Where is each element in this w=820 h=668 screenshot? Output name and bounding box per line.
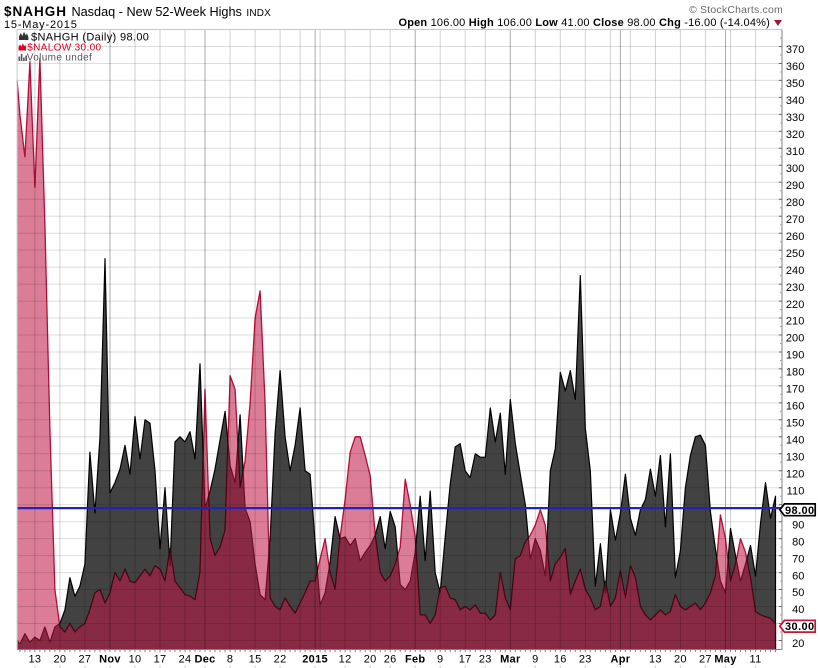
svg-text:80: 80 bbox=[792, 536, 804, 548]
svg-text:May: May bbox=[714, 654, 737, 666]
svg-text:180: 180 bbox=[786, 367, 805, 379]
svg-text:8: 8 bbox=[227, 654, 233, 666]
svg-text:250: 250 bbox=[786, 248, 805, 260]
svg-text:Mar: Mar bbox=[500, 654, 521, 666]
svg-text:Feb: Feb bbox=[405, 654, 425, 666]
svg-text:290: 290 bbox=[786, 180, 805, 192]
svg-text:20: 20 bbox=[792, 638, 804, 650]
svg-text:13: 13 bbox=[28, 654, 41, 666]
svg-text:20: 20 bbox=[364, 654, 377, 666]
svg-text:15: 15 bbox=[249, 654, 262, 666]
svg-text:360: 360 bbox=[786, 61, 805, 73]
svg-text:26: 26 bbox=[384, 654, 397, 666]
svg-text:240: 240 bbox=[786, 265, 805, 277]
svg-text:11: 11 bbox=[749, 654, 761, 666]
svg-text:20: 20 bbox=[674, 654, 687, 666]
svg-text:260: 260 bbox=[786, 231, 805, 243]
svg-text:Nov: Nov bbox=[99, 654, 121, 666]
svg-text:300: 300 bbox=[786, 163, 805, 175]
svg-text:90: 90 bbox=[792, 519, 804, 531]
svg-text:310: 310 bbox=[786, 146, 805, 158]
svg-text:340: 340 bbox=[786, 95, 805, 107]
svg-text:20: 20 bbox=[53, 654, 66, 666]
svg-text:190: 190 bbox=[786, 350, 805, 362]
svg-text:120: 120 bbox=[786, 469, 805, 481]
svg-text:370: 370 bbox=[786, 44, 805, 56]
svg-text:330: 330 bbox=[786, 112, 805, 124]
svg-text:60: 60 bbox=[792, 570, 804, 582]
svg-text:27: 27 bbox=[699, 654, 712, 666]
svg-text:350: 350 bbox=[786, 78, 805, 90]
svg-text:50: 50 bbox=[792, 587, 804, 599]
svg-text:Volume undef: Volume undef bbox=[27, 53, 92, 64]
svg-text:24: 24 bbox=[179, 654, 192, 666]
svg-text:70: 70 bbox=[792, 553, 804, 565]
svg-text:320: 320 bbox=[786, 129, 805, 141]
svg-text:280: 280 bbox=[786, 197, 805, 209]
svg-text:200: 200 bbox=[786, 333, 805, 345]
svg-text:140: 140 bbox=[786, 435, 805, 447]
svg-text:Apr: Apr bbox=[610, 654, 630, 666]
svg-text:130: 130 bbox=[786, 452, 805, 464]
svg-text:110: 110 bbox=[787, 485, 805, 497]
svg-text:27: 27 bbox=[78, 654, 91, 666]
svg-text:220: 220 bbox=[786, 299, 805, 311]
svg-text:230: 230 bbox=[786, 282, 805, 294]
svg-text:30.00: 30.00 bbox=[785, 621, 815, 633]
svg-text:10: 10 bbox=[129, 654, 142, 666]
svg-text:22: 22 bbox=[274, 654, 287, 666]
svg-text:170: 170 bbox=[786, 384, 805, 396]
svg-text:40: 40 bbox=[792, 604, 804, 616]
svg-text:23: 23 bbox=[479, 654, 492, 666]
svg-text:17: 17 bbox=[154, 654, 167, 666]
svg-text:270: 270 bbox=[786, 214, 805, 226]
svg-text:210: 210 bbox=[786, 316, 805, 328]
svg-text:9: 9 bbox=[532, 654, 538, 666]
svg-text:Dec: Dec bbox=[194, 654, 215, 666]
svg-text:13: 13 bbox=[649, 654, 662, 666]
svg-text:$NALOW 30.00: $NALOW 30.00 bbox=[27, 42, 101, 53]
svg-text:16: 16 bbox=[554, 654, 567, 666]
svg-text:17: 17 bbox=[459, 654, 472, 666]
svg-text:9: 9 bbox=[437, 654, 443, 666]
svg-text:160: 160 bbox=[786, 401, 805, 413]
svg-text:12: 12 bbox=[339, 654, 352, 666]
svg-text:23: 23 bbox=[579, 654, 592, 666]
svg-text:$NAHGH (Daily) 98.00: $NAHGH (Daily) 98.00 bbox=[31, 31, 149, 43]
svg-text:150: 150 bbox=[786, 418, 805, 430]
svg-text:98.00: 98.00 bbox=[785, 505, 815, 517]
svg-text:2015: 2015 bbox=[302, 654, 328, 666]
